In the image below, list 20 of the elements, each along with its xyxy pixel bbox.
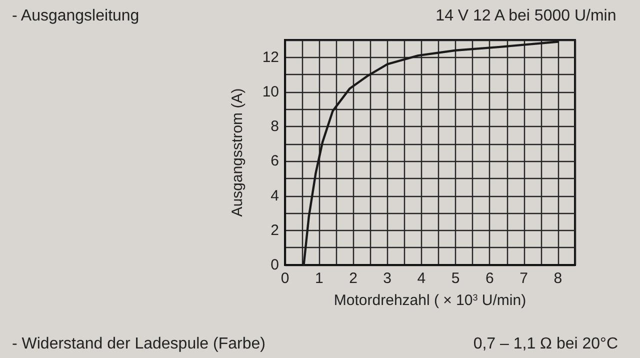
y-tick-label: 8 [270, 118, 279, 136]
y-tick-label: 0 [270, 256, 279, 274]
y-tick-label: 12 [262, 48, 279, 66]
x-tick-label: 5 [451, 270, 460, 287]
x-tick-label: 4 [417, 270, 426, 287]
y-tick-label: 2 [270, 222, 279, 239]
x-tick-label: 6 [486, 270, 494, 287]
text: - Ausgangsleitung [12, 8, 140, 24]
x-tick-label: 1 [314, 270, 324, 287]
y-axis-title: Ausgangsstrom (A) [229, 88, 246, 217]
text: 14 V 12 A bei 5000 U/min [436, 8, 616, 24]
text: 0,7 – 1,1 Ω bei 20°C [473, 336, 618, 352]
x-tick-label: 8 [554, 270, 562, 287]
x-tick-label: 7 [520, 270, 528, 287]
x-tick-label: 3 [383, 270, 392, 287]
y-tick-label: 10 [262, 83, 279, 100]
y-tick-label: 4 [270, 187, 279, 204]
x-tick-label: 2 [349, 270, 358, 287]
y-tick-label: 6 [270, 152, 279, 170]
text: - Widerstand der Ladespule (Farbe) [12, 336, 266, 352]
